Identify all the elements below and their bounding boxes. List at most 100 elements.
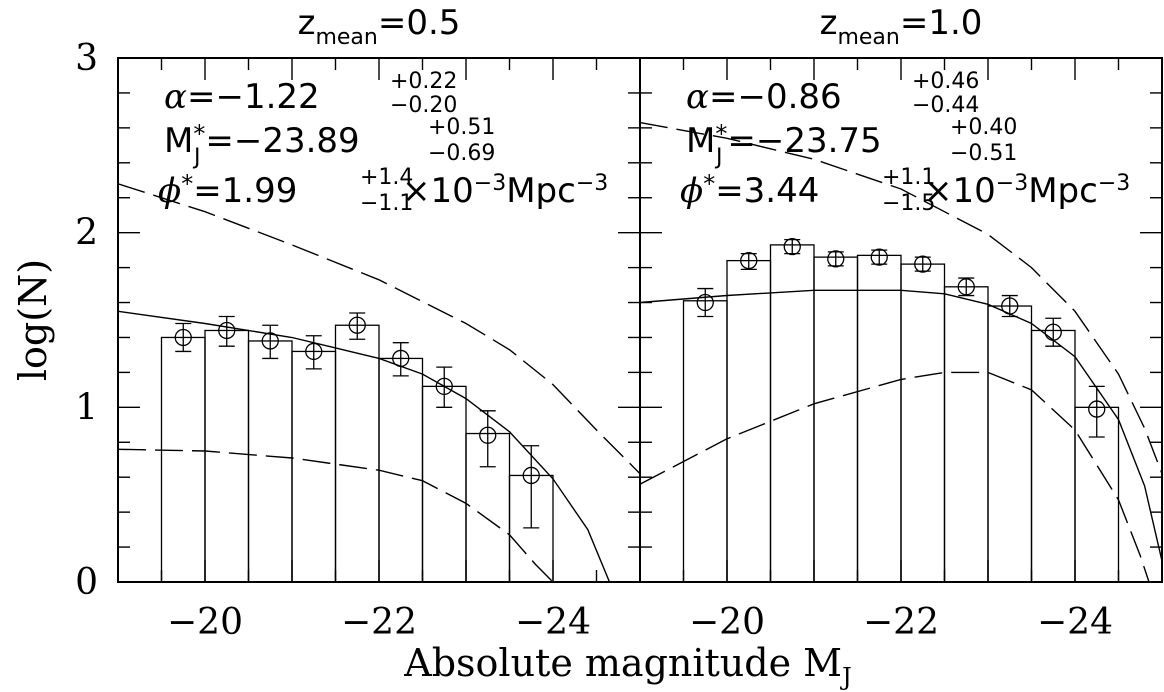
data-point [479, 410, 497, 468]
point-marker [218, 321, 236, 340]
mstar-upper-error: +0.51 [428, 115, 495, 140]
x-tick-label: −20 [167, 602, 243, 643]
data-point [1044, 317, 1062, 347]
phistar-unit-name-exponent: −3 [1098, 171, 1130, 196]
histogram-bar [943, 286, 989, 583]
histogram-bar [204, 329, 250, 583]
alpha-annotation: α=−1.22 [164, 77, 320, 117]
phistar-annotation: ϕ*=1.99 [158, 170, 297, 211]
data-point [392, 342, 410, 377]
histogram-bar [682, 300, 728, 583]
upper-dashed-curve [118, 183, 640, 475]
mstar-upper-error: +0.40 [950, 115, 1017, 140]
data-point [783, 237, 801, 256]
mstar-band: J [714, 145, 723, 170]
alpha-lower-error: −0.44 [912, 93, 979, 118]
point-marker [957, 278, 975, 296]
panel-title-value: =0.5 [378, 3, 461, 43]
phistar-star: * [703, 170, 715, 198]
phistar-unit: ×10−3Mpc−3 [402, 171, 608, 211]
phistar-annotation: ϕ*=3.44 [680, 170, 819, 211]
phistar-star: * [181, 170, 193, 198]
x-tick-label: −22 [863, 602, 939, 643]
point-marker [348, 316, 366, 334]
mstar-symbol: M [164, 121, 193, 161]
histogram-bar [769, 244, 815, 583]
x-axis-label-sub: J [839, 663, 852, 691]
data-point [1088, 385, 1106, 438]
alpha-value: =−1.22 [187, 77, 320, 117]
phistar-unit-factor: ×10 [402, 171, 474, 211]
point-marker [827, 250, 845, 268]
alpha-value: =−0.86 [709, 77, 842, 117]
point-marker [1088, 400, 1106, 418]
phistar-symbol: ϕ [680, 171, 703, 211]
point-marker [696, 293, 714, 312]
phistar-unit: ×10−3Mpc−3 [924, 171, 1130, 211]
data-point [174, 322, 192, 353]
y-axis-label: log(N) [11, 259, 55, 381]
phistar-unit-factor: ×10 [924, 171, 996, 211]
curves [640, 121, 1162, 582]
mstar-annotation: M*=−23.75 [686, 120, 882, 161]
phistar-symbol: ϕ [158, 171, 181, 211]
alpha-symbol: α [164, 77, 187, 117]
panel-title-main: z [298, 3, 316, 43]
x-tick-label: −24 [1037, 602, 1113, 643]
data-point [740, 251, 758, 270]
data-point [957, 277, 975, 297]
point-marker [914, 255, 932, 273]
x-axis-label: Absolute magnitude MJ [403, 641, 851, 691]
phistar-unit-exponent: −3 [474, 171, 506, 196]
point-marker [522, 466, 540, 485]
alpha-symbol: α [686, 77, 709, 117]
phistar-value: =1.99 [193, 171, 297, 211]
y-tick-label: 2 [75, 213, 98, 254]
x-axis-label-main: Absolute magnitude M [403, 641, 842, 685]
alpha-annotation: α=−0.86 [686, 77, 842, 117]
data-point [218, 315, 236, 347]
alpha-upper-error: +0.22 [390, 69, 457, 94]
panel-title-sub: mean [837, 25, 899, 50]
x-tick-label: −20 [689, 602, 765, 643]
point-marker [435, 377, 453, 396]
data-point [696, 287, 714, 318]
panel-title: zmean=1.0 [820, 3, 983, 50]
phistar-value: =3.44 [715, 171, 819, 211]
mstar-star: * [193, 120, 205, 148]
curves [118, 183, 640, 582]
data-point [914, 255, 932, 273]
phistar-unit-name: Mpc [506, 171, 576, 211]
upper-dashed-curve [640, 121, 1162, 474]
histogram-bar [378, 357, 424, 583]
phistar-unit-name-exponent: −3 [576, 171, 608, 196]
phistar-unit-name: Mpc [1028, 171, 1098, 211]
histogram-bar [334, 324, 380, 583]
mstar-lower-error: −0.51 [950, 141, 1017, 166]
histogram-bar [856, 254, 902, 583]
histogram-bar [247, 340, 293, 583]
point-marker [305, 342, 323, 361]
mstar-lower-error: −0.69 [428, 141, 495, 166]
mstar-value: =−23.75 [727, 121, 881, 161]
panel-title-main: z [820, 3, 838, 43]
data-point [870, 248, 888, 266]
panel-title: zmean=0.5 [298, 3, 461, 50]
mstar-value: =−23.89 [205, 121, 359, 161]
data-point [348, 312, 366, 340]
x-tick-label: −24 [515, 602, 591, 643]
y-tick-label: 3 [75, 38, 98, 79]
histogram-bar [900, 263, 946, 583]
phistar-lower-error: −1.1 [360, 191, 413, 216]
point-marker [783, 237, 801, 256]
panel-title-sub: mean [315, 25, 377, 50]
mstar-star: * [715, 120, 727, 148]
panel-1: 0 1 2 3 −20 −22 −24 zmean=0.5 α=−1.22 +0.22−0.20 M… [75, 3, 641, 643]
histogram-bar [987, 305, 1033, 583]
schechter-fit-curve [118, 310, 611, 582]
point-marker [479, 426, 497, 444]
schechter-fit-curve [640, 289, 1162, 562]
point-marker [174, 328, 192, 347]
